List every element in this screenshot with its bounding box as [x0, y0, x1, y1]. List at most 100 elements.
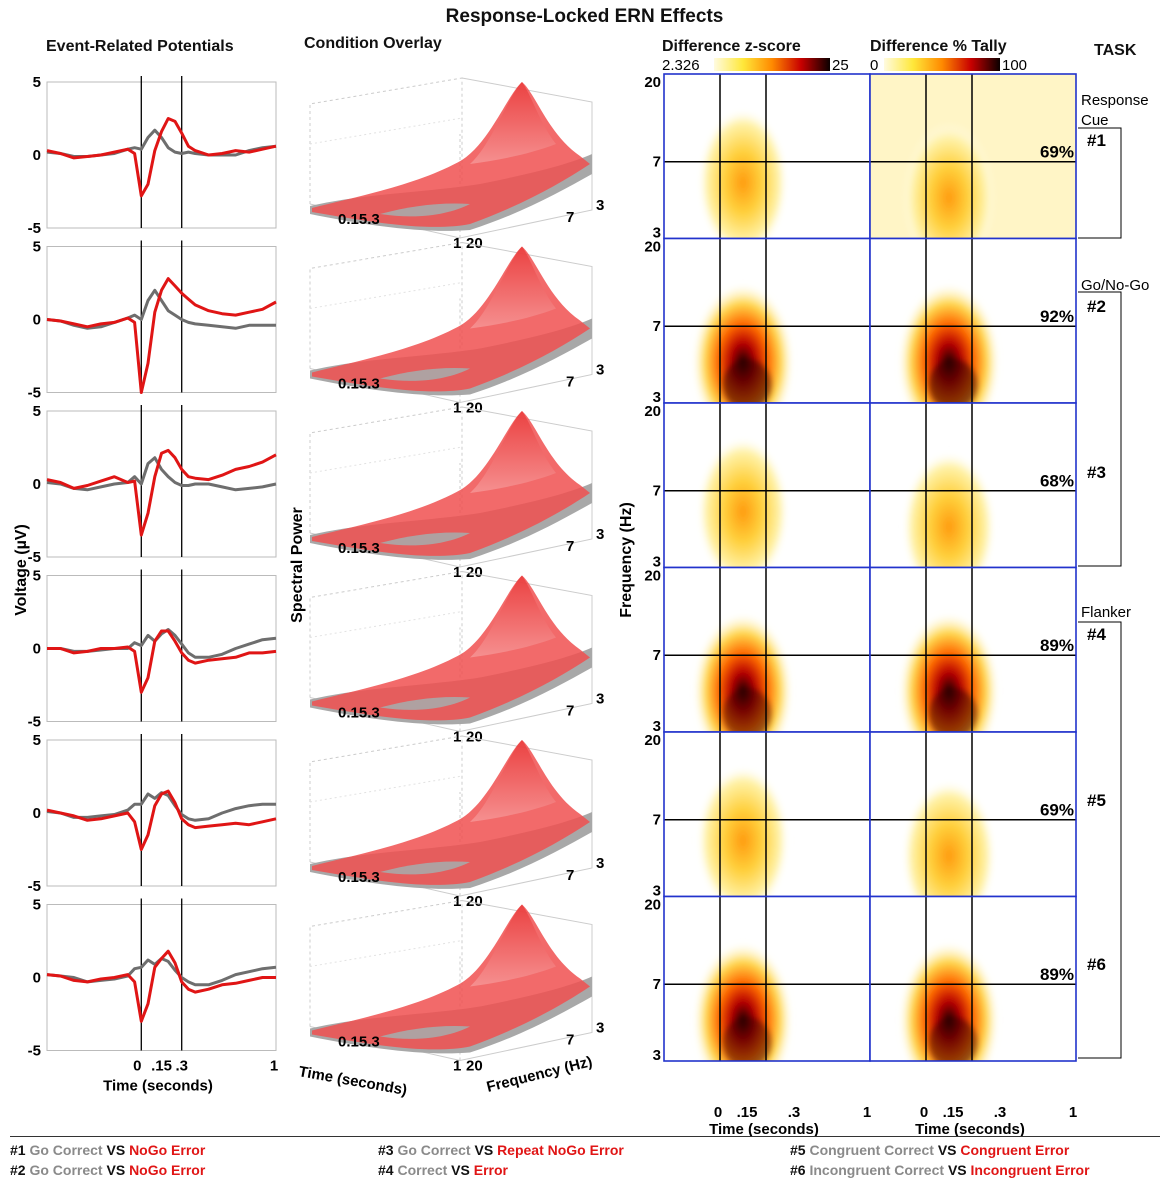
zscore-colorbar-max: 25: [832, 57, 849, 74]
tf-ylabel: Frequency (Hz): [618, 502, 635, 618]
legend-id: #5: [790, 1142, 810, 1158]
overlay-freq-tick: 3: [596, 855, 604, 872]
tf-ytick: 3: [653, 718, 661, 735]
tf-blobs: [899, 613, 999, 732]
tf-frame: [869, 895, 1077, 1062]
erp-ytick: 5: [33, 732, 41, 749]
tf-blob-core: [723, 359, 771, 403]
erp-xtick: .15: [151, 1058, 172, 1075]
legend-id: #6: [790, 1162, 810, 1178]
tf-blobs: [899, 284, 999, 403]
erp-error-line: [47, 629, 277, 694]
overlay-time-end: 1: [453, 235, 461, 252]
tally-panel: 69%: [869, 731, 1077, 898]
tf-blob-core: [929, 688, 977, 732]
overlay-panel: 0.15.3 1 20 7 3: [309, 899, 604, 1075]
figure-title: Response-Locked ERN Effects: [445, 6, 724, 27]
overlay-grid: [309, 282, 463, 309]
erp-ytick: -5: [28, 1043, 41, 1060]
legend-vs: VS: [451, 1162, 474, 1178]
overlay-box: [309, 241, 463, 369]
zscore-colorbar: [714, 58, 830, 71]
row-label: #1: [1087, 131, 1106, 150]
overlay-panel: 0.15.3 1 20 7 3: [309, 77, 604, 252]
task-name: Flanker: [1081, 604, 1131, 621]
tf-blob-core: [929, 359, 977, 403]
overlay-freq-tick: 7: [566, 1032, 574, 1049]
task-name: Response: [1081, 92, 1149, 109]
erp-ytick: 0: [33, 970, 41, 987]
zscore-panel: [663, 566, 871, 733]
erp-ytick: 5: [33, 239, 41, 256]
tally-percent: 89%: [1040, 965, 1074, 984]
erp-ytick: -5: [28, 549, 41, 566]
tf-xtick: 1: [863, 1104, 871, 1121]
erp-axes-box: [46, 904, 277, 1051]
overlay-box: [309, 570, 463, 698]
overlay-correct-patch: [380, 532, 470, 546]
erp-error-line: [46, 448, 277, 537]
overlay-error-peak: [470, 82, 556, 164]
legend-id: #2: [10, 1162, 30, 1178]
erp-header: Event-Related Potentials: [46, 38, 234, 55]
tf-ytick: 20: [644, 732, 661, 749]
tally-percent: 69%: [1040, 801, 1074, 820]
tf-ytick: 20: [644, 403, 661, 420]
overlay-grid: [309, 117, 463, 145]
legend-entry: #6 Incongruent Correct VS Incongruent Er…: [790, 1162, 1090, 1178]
erp-ytick: -5: [28, 878, 41, 895]
legend-id: #3: [378, 1142, 398, 1158]
erp-xlabel: Time (seconds): [103, 1078, 213, 1095]
overlay-panels: 0.15.3 1 20 7 3 0.15.3 1 20 7 3 0.15.3 1 20 7 3 0.15.3 1…: [289, 77, 604, 1099]
erp-ytick: 5: [33, 403, 41, 420]
tally-panel: 69%: [869, 73, 1077, 240]
tf-panels: 2.326 25 0 10069%207392%207368%207389%20736…: [618, 57, 1077, 1138]
tf-ytick: 3: [653, 225, 661, 242]
legend-entry: #2 Go Correct VS NoGo Error: [10, 1162, 205, 1178]
zscore-panel: [663, 731, 871, 898]
tf-blobs: [899, 942, 999, 1061]
tf-blobs: [697, 765, 789, 897]
tally-percent: 68%: [1040, 472, 1074, 491]
erp-axes-box: [46, 81, 277, 229]
erp-xtick: 0: [133, 1058, 141, 1075]
tf-ytick: 3: [653, 883, 661, 900]
condition-legend: #1 Go Correct VS NoGo Error #2 Go Correct…: [10, 1136, 1160, 1178]
tf-xtick: .3: [994, 1104, 1007, 1121]
tally-panel: 68%: [869, 402, 1077, 569]
legend-vs: VS: [106, 1162, 130, 1178]
overlay-panel: 0.15.3 1 20 7 3: [309, 570, 604, 746]
tally-colorbar: [884, 58, 1000, 71]
row-label: #6: [1087, 955, 1106, 974]
erp-panel: 5 0 -5: [28, 732, 277, 895]
tf-blobs: [694, 614, 792, 732]
overlay-time-ticks: 0.15.3: [338, 540, 380, 557]
tally-percent: 89%: [1040, 636, 1074, 655]
tally-colorbar-min: 0: [870, 57, 878, 74]
erp-axes-box: [46, 246, 277, 393]
tf-blob-core: [723, 1017, 771, 1061]
overlay-time-ticks: 0.15.3: [338, 869, 380, 886]
legend-divider: [10, 1136, 1160, 1137]
overlay-correct-patch: [380, 203, 470, 217]
task-header: TASK: [1094, 42, 1137, 59]
overlay-panel: 0.15.3 1 20 7 3: [309, 406, 604, 581]
erp-panel: 5 0 -5: [28, 74, 277, 237]
legend-vs: VS: [106, 1142, 130, 1158]
tf-ytick: 7: [653, 483, 661, 500]
tf-blob: [697, 436, 789, 568]
tf-xtick: .15: [943, 1104, 964, 1121]
legend-entry: #3 Go Correct VS Repeat NoGo Error: [378, 1142, 624, 1158]
tf-xtick: .3: [788, 1104, 801, 1121]
legend-vs: VS: [474, 1142, 498, 1158]
erp-ytick: 0: [33, 147, 41, 164]
row-label: #2: [1087, 297, 1106, 316]
tf-ytick: 7: [653, 154, 661, 171]
tf-ytick: 7: [653, 647, 661, 664]
tf-xtick: 1: [1069, 1104, 1077, 1121]
overlay-time-ticks: 0.15.3: [338, 1034, 380, 1051]
erp-axes-box: [46, 739, 277, 887]
tf-blob: [697, 765, 789, 897]
tf-blob-core: [929, 1017, 977, 1061]
